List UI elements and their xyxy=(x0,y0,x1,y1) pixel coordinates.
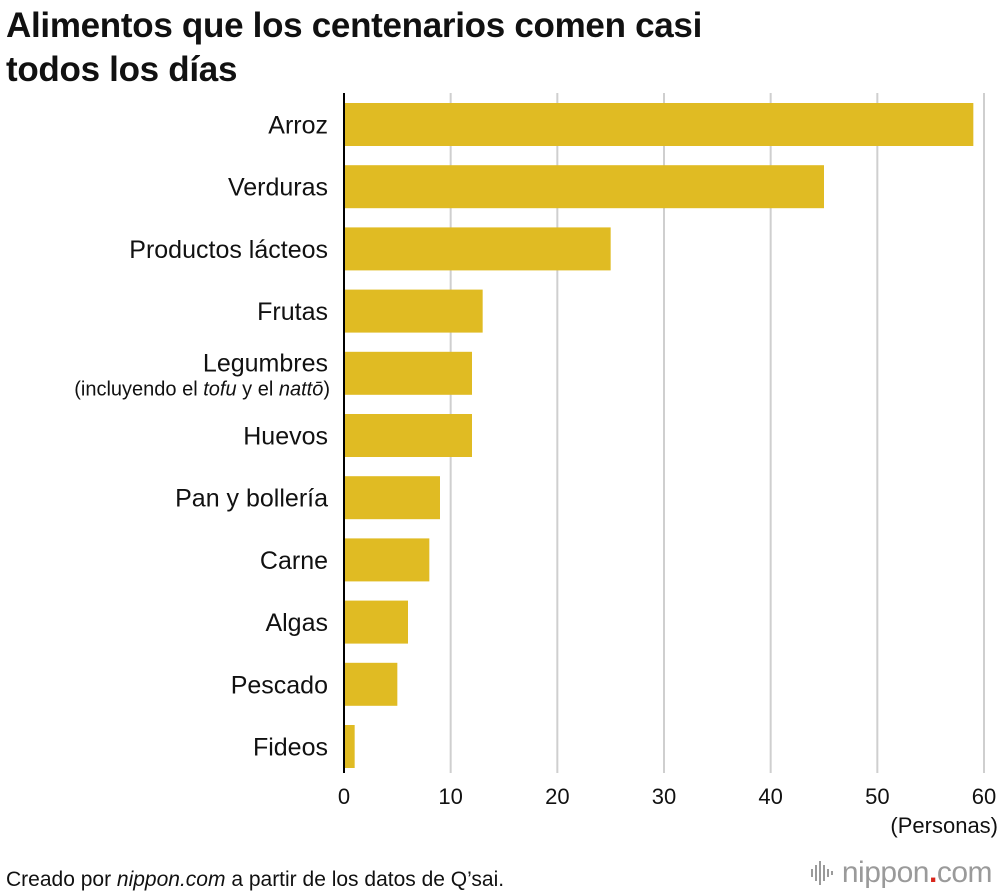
category-label: Legumbres xyxy=(203,349,328,377)
x-axis-ticks: 0 10 20 30 40 50 60 xyxy=(338,784,996,809)
bar xyxy=(344,538,430,582)
nippon-logo: nippon.com xyxy=(810,855,993,891)
x-tick-label: 50 xyxy=(865,784,889,809)
category-labels: Arroz Verduras Productos lácteos Frutas Legu… xyxy=(74,112,330,762)
bar xyxy=(344,289,483,333)
category-label: Huevos xyxy=(243,423,328,451)
bar xyxy=(344,351,472,395)
bar xyxy=(344,103,974,146)
x-tick-label: 10 xyxy=(438,784,462,809)
logo-wordmark: nippon.com xyxy=(841,856,993,890)
chart-title-line-2: todos los días xyxy=(6,50,238,89)
sound-bars-icon xyxy=(810,861,833,885)
bar xyxy=(344,725,355,768)
x-tick-label: 30 xyxy=(652,784,676,809)
category-label: Productos lácteos xyxy=(129,236,328,264)
bar xyxy=(344,165,824,209)
category-label: Fideos xyxy=(253,734,328,762)
bar xyxy=(344,476,440,520)
category-label: Algas xyxy=(265,609,328,637)
bars xyxy=(344,103,974,768)
x-tick-label: 0 xyxy=(338,784,350,809)
category-label: Carne xyxy=(260,547,328,575)
category-label: Arroz xyxy=(268,112,328,140)
category-label: Frutas xyxy=(257,298,328,326)
source-note-suffix: a partir de los datos de Q’sai. xyxy=(225,868,505,891)
source-note-prefix: Creado por xyxy=(6,868,117,891)
category-label: Pan y bollería xyxy=(175,485,328,513)
logo-dot: . xyxy=(928,856,937,889)
bar xyxy=(344,227,611,271)
chart-title: Alimentos que los centenarios comen casi… xyxy=(6,4,966,92)
x-tick-label: 40 xyxy=(758,784,782,809)
category-label: Verduras xyxy=(228,174,328,202)
logo-main: nippon xyxy=(841,856,930,889)
source-note-site: nippon.com xyxy=(116,868,226,891)
x-tick-label: 20 xyxy=(545,784,569,809)
x-axis-unit-label: (Personas) xyxy=(890,813,998,838)
category-note: (incluyendo el tofu y el nattō) xyxy=(74,378,330,400)
source-note: Creado por nippon.com a partir de los da… xyxy=(6,867,504,893)
bar xyxy=(344,600,408,644)
bar xyxy=(344,414,472,457)
chart-title-line-1: Alimentos que los centenarios comen casi xyxy=(6,6,702,45)
category-label: Pescado xyxy=(231,671,328,699)
logo-tail: com xyxy=(936,856,993,889)
x-tick-label: 60 xyxy=(972,784,996,809)
bar xyxy=(344,662,398,706)
